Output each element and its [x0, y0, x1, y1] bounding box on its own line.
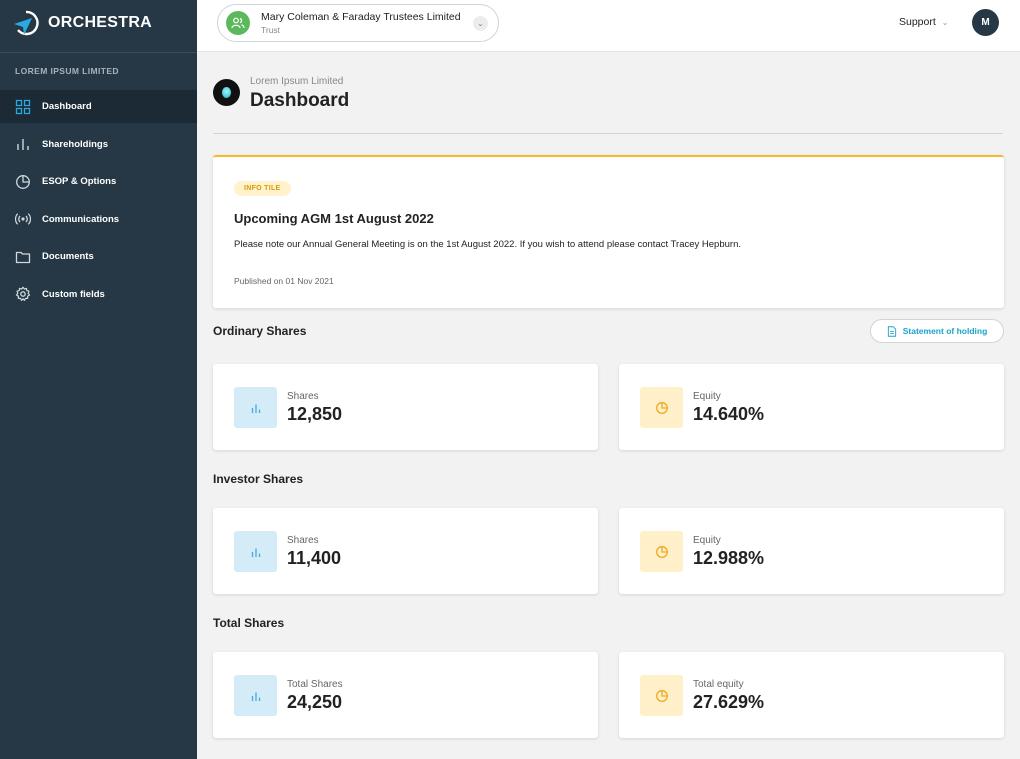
bar-chart-icon [234, 531, 277, 572]
company-logo [213, 79, 240, 106]
info-tile-body: Please note our Annual General Meeting i… [234, 239, 741, 250]
section-title-ordinary-shares: Ordinary Shares [213, 324, 307, 338]
support-label: Support [899, 16, 936, 28]
sidebar-item-label: Communications [42, 213, 120, 225]
account-info: Mary Coleman & Faraday Trustees Limited … [261, 11, 461, 35]
pie-chart-icon [640, 675, 683, 716]
sidebar-item-communications[interactable]: Communications [0, 203, 197, 236]
support-menu[interactable]: Support ⌄ [899, 16, 948, 28]
info-tile-published-date: Published on 01 Nov 2021 [234, 276, 334, 286]
stat-value: 12,850 [287, 404, 343, 424]
pie-chart-icon [15, 174, 31, 190]
organization-name: LOREM IPSUM LIMITED [15, 66, 119, 76]
ordinary-shares-card: Shares 12,850 [213, 364, 598, 450]
investor-equity-card: Equity 12.988% [619, 508, 1004, 594]
stat-value: 24,250 [287, 692, 343, 712]
orchestra-logo-icon [14, 10, 39, 36]
sidebar-item-label: Custom fields [42, 288, 105, 300]
gear-icon [15, 286, 31, 302]
stat-value: 12.988% [693, 548, 765, 568]
sidebar-item-esop-options[interactable]: ESOP & Options [0, 165, 197, 198]
section-title-total-shares: Total Shares [213, 616, 285, 630]
page-title: Dashboard [250, 90, 350, 111]
folder-icon [15, 249, 31, 265]
statement-of-holding-label: Statement of holding [902, 326, 988, 336]
account-type: Trust [261, 25, 281, 35]
account-switcher[interactable]: Mary Coleman & Faraday Trustees Limited … [217, 4, 499, 42]
header-divider [213, 133, 1003, 134]
app-name: ORCHESTRA [48, 14, 153, 31]
top-bar: Mary Coleman & Faraday Trustees Limited … [197, 0, 1020, 52]
chevron-down-icon: ⌄ [941, 17, 949, 27]
sidebar-item-shareholdings[interactable]: Shareholdings [0, 128, 197, 161]
sidebar-item-label: ESOP & Options [42, 176, 117, 187]
info-tile-card: INFO TILE Upcoming AGM 1st August 2022 P… [213, 155, 1004, 308]
pie-chart-icon [640, 387, 683, 428]
stat-label: Total Shares [287, 679, 343, 690]
document-icon [887, 325, 896, 337]
main-content: Lorem Ipsum Limited Dashboard INFO TILE … [197, 52, 1020, 759]
total-shares-card: Total Shares 24,250 [213, 652, 598, 738]
info-tile-badge: INFO TILE [234, 181, 291, 196]
stat-label: Equity [693, 391, 721, 402]
stat-value: 11,400 [287, 548, 342, 568]
ordinary-equity-card: Equity 14.640% [619, 364, 1004, 450]
stat-value: 27.629% [693, 692, 765, 712]
users-icon [231, 17, 245, 29]
stat-value: 14.640% [693, 404, 765, 424]
total-equity-card: Total equity 27.629% [619, 652, 1004, 738]
chevron-down-icon[interactable]: ⌄ [473, 16, 488, 31]
sidebar-item-label: Documents [42, 251, 94, 262]
account-name: Mary Coleman & Faraday Trustees Limited [261, 11, 461, 23]
app-logo[interactable]: ORCHESTRA [12, 8, 152, 38]
sidebar-item-custom-fields[interactable]: Custom fields [0, 278, 197, 311]
info-tile-title: Upcoming AGM 1st August 2022 [234, 211, 434, 226]
stat-label: Shares [287, 391, 319, 402]
bar-chart-icon [234, 387, 277, 428]
bar-chart-icon [15, 136, 31, 152]
user-avatar[interactable]: M [972, 9, 999, 36]
trust-avatar [226, 11, 250, 35]
stat-label: Shares [287, 535, 319, 546]
sidebar-item-label: Dashboard [42, 101, 92, 112]
sidebar-item-dashboard[interactable]: Dashboard [0, 90, 197, 123]
bar-chart-icon [234, 675, 277, 716]
sidebar-divider [0, 52, 197, 53]
statement-of-holding-button[interactable]: Statement of holding [870, 319, 1004, 343]
sidebar-item-documents[interactable]: Documents [0, 240, 197, 273]
company-name: Lorem Ipsum Limited [250, 76, 344, 87]
stat-label: Equity [693, 535, 721, 546]
grid-icon [15, 99, 31, 115]
sidebar: ORCHESTRA LOREM IPSUM LIMITED Dashboard … [0, 0, 197, 759]
section-title-investor-shares: Investor Shares [213, 472, 304, 486]
broadcast-icon [15, 211, 31, 227]
sidebar-nav: Dashboard Shareholdings ESOP & Options C… [0, 90, 197, 315]
pie-chart-icon [640, 531, 683, 572]
sidebar-item-label: Shareholdings [42, 138, 108, 150]
stat-label: Total equity [693, 679, 744, 690]
investor-shares-card: Shares 11,400 [213, 508, 598, 594]
